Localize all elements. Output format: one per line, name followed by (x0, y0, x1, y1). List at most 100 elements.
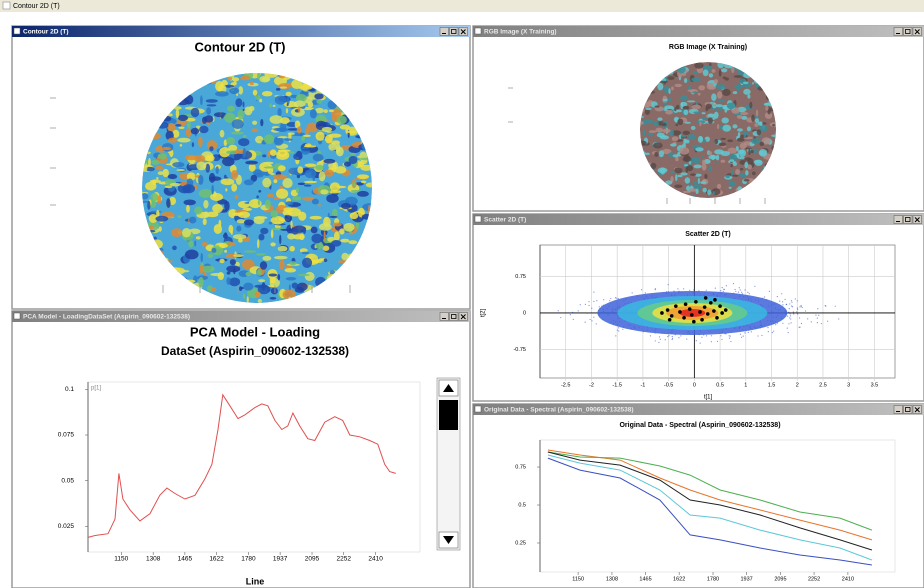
density-dot (729, 335, 730, 336)
chart-title: Scatter 2D (T) (685, 231, 731, 238)
image-blob (212, 204, 223, 213)
minimize-button[interactable] (440, 313, 449, 321)
image-blob (683, 156, 692, 162)
density-dot (793, 313, 794, 314)
image-blob (709, 63, 711, 66)
image-blob (358, 161, 365, 167)
density-dot (730, 341, 731, 342)
chart-title: Original Data - Spectral (Aspirin_090602… (619, 422, 780, 429)
image-blob (318, 204, 321, 206)
image-blob (689, 183, 691, 186)
image-blob (194, 206, 202, 214)
image-blob (275, 95, 287, 104)
maximize-button[interactable] (904, 406, 913, 414)
image-blob (653, 142, 663, 148)
x-tick-label: -1.5 (612, 382, 621, 388)
density-dot (739, 287, 740, 288)
image-blob (232, 212, 243, 216)
image-blob (665, 110, 673, 115)
image-blob (292, 196, 301, 201)
image-blob (645, 153, 650, 155)
density-dot (573, 319, 574, 320)
image-blob (269, 222, 273, 225)
image-blob (253, 90, 258, 96)
density-dot (789, 303, 790, 304)
maximize-button[interactable] (450, 313, 459, 321)
density-dot (790, 315, 791, 316)
image-blob (205, 155, 214, 162)
scroll-thumb[interactable] (439, 400, 458, 430)
image-blob (326, 194, 338, 203)
density-dot (588, 305, 589, 306)
density-dot (632, 292, 633, 293)
image-blob (754, 123, 758, 127)
image-blob (257, 270, 262, 276)
image-blob (264, 162, 273, 165)
image-blob (258, 200, 260, 205)
point (724, 308, 728, 312)
maximize-button[interactable] (450, 28, 459, 36)
image-blob (717, 91, 722, 99)
image-blob (191, 128, 199, 134)
x-tick-label: 2252 (808, 576, 820, 582)
maximize-button[interactable] (904, 216, 913, 224)
image-blob (653, 121, 658, 126)
image-blob (187, 121, 191, 128)
window-icon (475, 406, 481, 412)
image-blob (745, 170, 748, 176)
density-dot (838, 318, 839, 319)
density-dot (788, 332, 789, 333)
image-blob (301, 147, 310, 155)
x-axis-label: t[1] (704, 395, 713, 401)
window-icon (475, 28, 481, 34)
image-blob (235, 98, 242, 107)
scrollbar[interactable] (437, 378, 460, 550)
x-tick-label: 1937 (273, 556, 288, 563)
image-blob (244, 219, 254, 225)
image-blob (232, 77, 239, 81)
chart-title: Contour 2D (T) (195, 39, 286, 54)
density-dot (799, 327, 800, 328)
density-dot (815, 314, 816, 315)
image-blob (671, 86, 674, 90)
maximize-button[interactable] (904, 28, 913, 36)
image-blob (732, 124, 737, 128)
image-blob (730, 182, 735, 187)
image-blob (284, 268, 296, 273)
image-blob (236, 226, 241, 232)
image-blob (683, 106, 689, 110)
image-blob (751, 150, 754, 153)
minimize-button[interactable] (440, 28, 449, 36)
image-blob (210, 273, 224, 276)
image-blob (166, 198, 170, 208)
image-blob (276, 88, 281, 91)
image-blob (176, 169, 185, 171)
image-blob (269, 273, 278, 276)
density-dot (768, 331, 769, 332)
point (712, 309, 716, 313)
density-dot (665, 339, 666, 340)
density-dot (797, 313, 798, 314)
x-tick-label: 1780 (241, 556, 256, 563)
minimize-button[interactable] (894, 216, 903, 224)
density-dot (757, 335, 758, 336)
image-blob (751, 138, 761, 144)
image-blob (210, 193, 223, 201)
minimize-button[interactable] (894, 28, 903, 36)
image-blob (243, 101, 245, 107)
image-blob (721, 68, 727, 72)
image-blob (772, 124, 775, 126)
x-tick-label: 1622 (209, 556, 224, 563)
density-dot (696, 340, 697, 341)
image-blob (744, 157, 751, 161)
image-blob (760, 142, 765, 146)
density-dot (735, 291, 736, 292)
minimize-button[interactable] (894, 406, 903, 414)
image-blob (654, 152, 658, 157)
image-blob (302, 258, 312, 268)
density-dot (726, 285, 727, 286)
density-dot (599, 306, 600, 307)
image-blob (271, 229, 274, 238)
image-blob (695, 147, 703, 151)
density-dot (668, 284, 669, 285)
